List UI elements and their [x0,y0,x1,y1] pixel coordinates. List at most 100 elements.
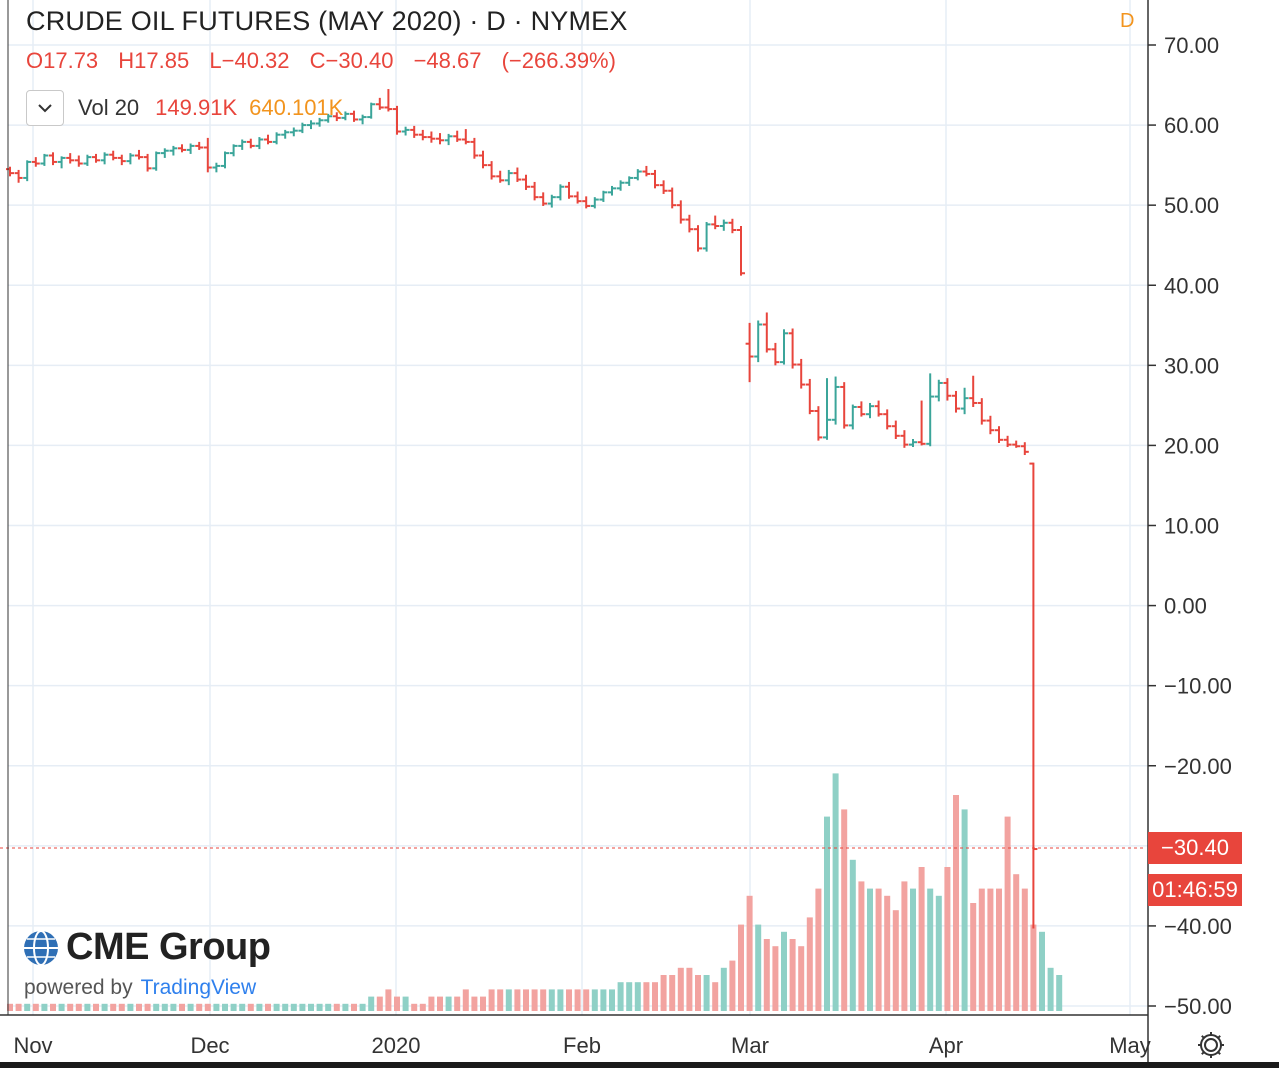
price-bar [410,125,419,138]
price-bar [754,320,763,363]
ohlc-low: L−40.32 [209,48,290,73]
volume-bar [110,1003,117,1011]
price-bar [823,378,831,440]
volume-bar [944,867,951,1011]
price-bar [1012,440,1021,448]
volume-bar [841,809,848,1011]
volume-bar [832,773,839,1011]
price-bar [1029,462,1038,929]
price-bar [117,154,126,166]
volume-bar [798,946,805,1011]
price-bar [393,105,401,135]
volume-bar [411,1003,418,1011]
volume-bar [454,996,461,1011]
price-bar [840,382,849,429]
ohlc-legend: O17.73 H17.85 L−40.32 C−30.40 −48.67 (−2… [26,48,630,74]
volume-bar [32,1003,39,1011]
price-bar [530,181,539,201]
volume-bar [953,795,959,1011]
volume-bar [935,895,942,1011]
volume-bar [858,881,865,1011]
price-bar [616,180,625,191]
price-bar [160,148,169,158]
volume-bar [462,989,469,1011]
price-bar [504,169,513,186]
ohlc-change-pct: (−266.39%) [501,48,616,73]
logo-text: CME Group [66,926,271,968]
chart-grid [8,0,1148,1015]
price-bar [556,184,565,201]
price-bar [668,187,677,209]
price-bar [479,150,487,169]
volume-bar [50,1003,56,1011]
price-bar [608,185,616,196]
y-tick-label: −20.00 [1164,754,1232,779]
volume-bar [867,888,873,1011]
volume-bar [351,1003,357,1011]
price-bar [74,155,83,167]
y-tick-label: −10.00 [1164,674,1232,699]
price-bar [599,190,608,202]
volume-bar [84,1003,91,1011]
volume-bar [514,989,521,1011]
price-bar [229,144,238,157]
price-bar [221,151,229,169]
volume-bar [437,996,443,1011]
price-bar [573,191,582,204]
price-bar [307,120,315,130]
volume-bar [385,989,392,1011]
volume-bar [15,1003,22,1011]
volume-bar [738,924,744,1011]
volume-bar [815,888,822,1011]
x-tick-label: Apr [929,1033,963,1058]
price-bar [960,387,969,415]
volume-bar [419,1003,426,1011]
volume-toggle-button[interactable] [26,90,64,126]
volume-bar [170,1003,177,1011]
volume-bar [247,1003,254,1011]
price-bar [788,328,797,369]
price-bar [883,409,892,430]
countdown-tag: 01:46:59 [1148,874,1242,906]
price-bar [126,153,135,165]
volume-bar [918,867,925,1011]
volume-bar [634,982,641,1011]
ohlc-open: O17.73 [26,48,99,73]
price-bar [332,112,341,122]
y-tick-label: 40.00 [1164,273,1219,298]
y-tick-label: 50.00 [1164,193,1219,218]
volume-bar [583,989,590,1011]
tradingview-link[interactable]: TradingView [140,976,257,999]
volume-bar [480,996,486,1011]
volume-bar [144,1003,151,1011]
volume-bar [720,967,727,1011]
x-tick-label: Mar [731,1033,769,1058]
volume-bar [161,1003,168,1011]
price-bar [917,400,926,446]
volume-bar [703,975,710,1011]
price-bar [384,89,393,112]
gear-icon[interactable] [1196,1030,1226,1060]
price-bar [702,221,711,252]
price-bar [23,160,32,182]
volume-bar [213,1003,220,1011]
price-bar [272,132,281,145]
price-bar [952,390,960,413]
volume-bar [497,989,504,1011]
price-bar [66,153,75,164]
data-delay-flag[interactable]: D [1120,10,1135,32]
powered-by-label: powered by [24,976,133,999]
volume-bar [746,895,753,1011]
price-bar [565,181,573,199]
volume-bar [548,989,555,1011]
time-axis[interactable]: Nov Dec 2020 Feb Mar Apr May [13,1033,1150,1058]
price-axis[interactable]: 70.00 60.00 50.00 40.00 30.00 20.00 10.00 0.00 −… [1148,33,1232,1019]
price-bar [6,166,14,177]
price-bar [298,122,307,134]
volume-bar [179,1003,185,1011]
price-bar [771,342,780,366]
volume-bar [961,809,968,1011]
bottom-bar [0,1062,1279,1068]
price-bar [995,426,1003,444]
